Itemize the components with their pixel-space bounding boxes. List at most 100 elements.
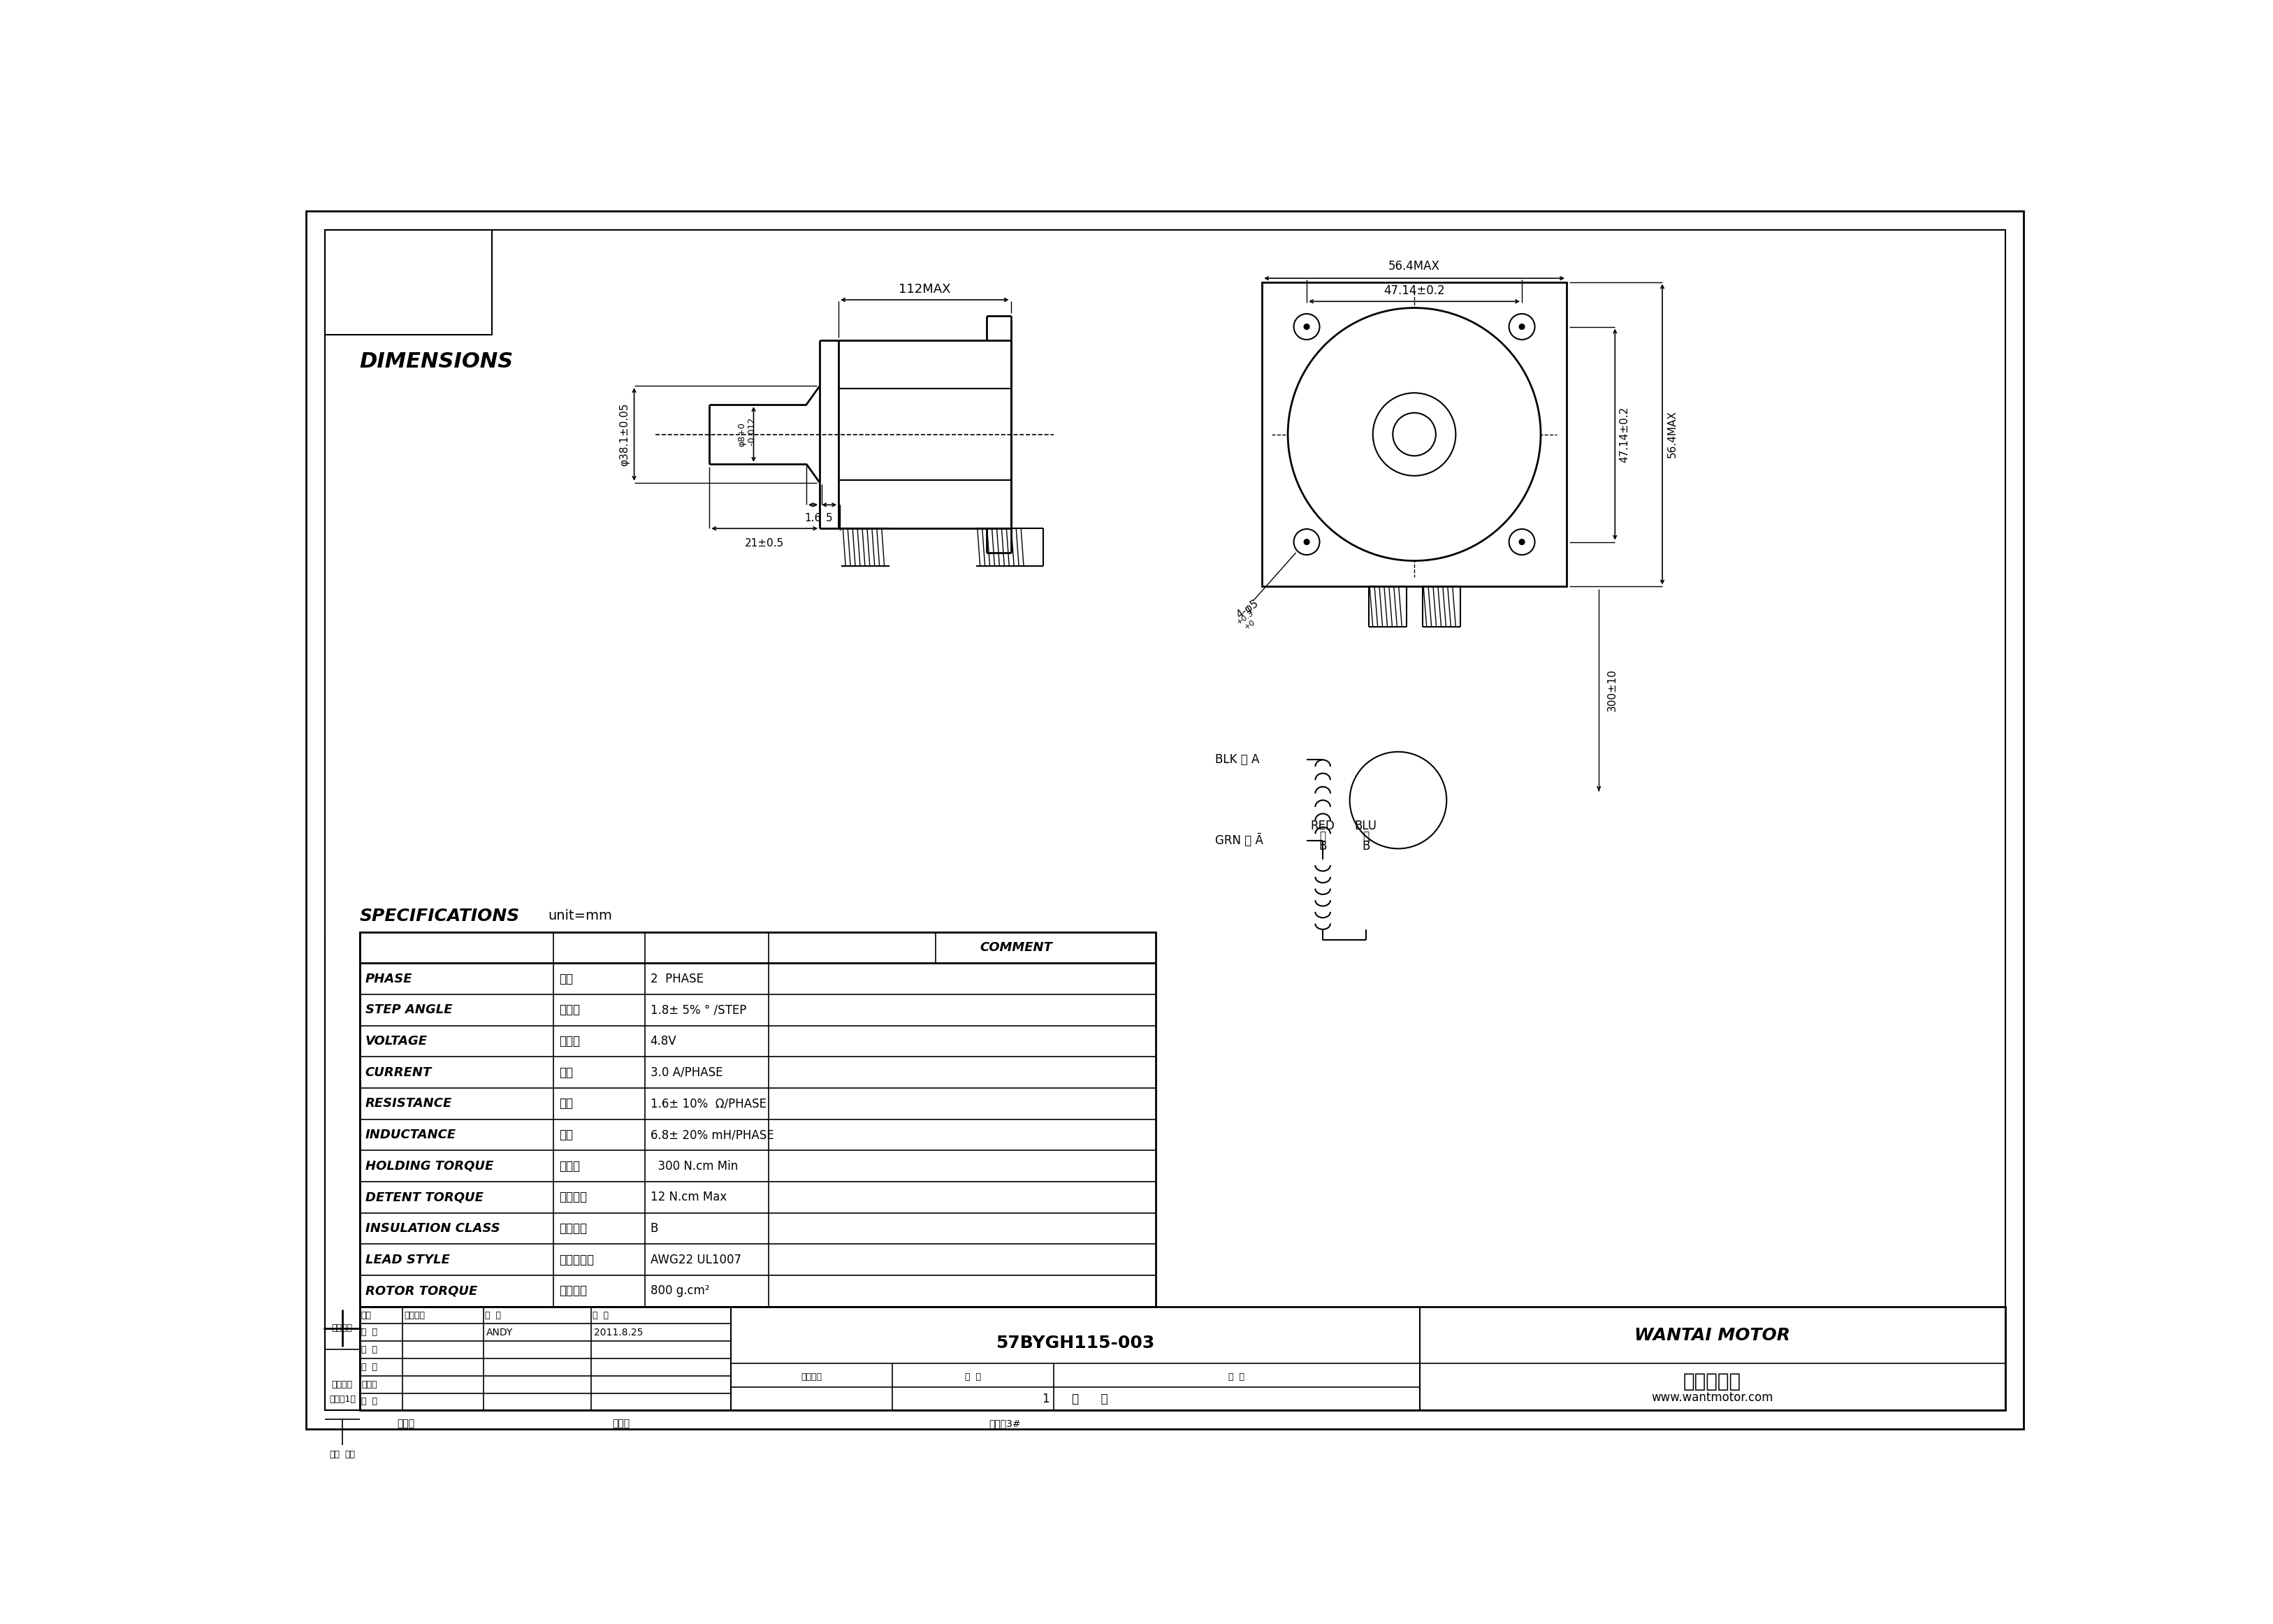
Text: φ38.1±0.05: φ38.1±0.05 <box>618 403 630 466</box>
Text: GRN 绻 Ā: GRN 绻 Ā <box>1216 833 1264 848</box>
Text: RED: RED <box>1312 820 1334 833</box>
Circle shape <box>1293 529 1321 555</box>
Bar <box>325 231 491 335</box>
Text: 3.0 A/PHASE: 3.0 A/PHASE <box>650 1067 723 1078</box>
Text: 电感: 电感 <box>559 1129 573 1142</box>
Text: 电阵: 电阵 <box>559 1098 573 1109</box>
Text: B̅: B̅ <box>1362 840 1371 853</box>
Text: INDUCTANCE: INDUCTANCE <box>366 1129 457 1142</box>
Text: ANDY: ANDY <box>486 1327 514 1338</box>
Text: 2  PHASE: 2 PHASE <box>650 973 702 986</box>
Text: B: B <box>650 1223 659 1234</box>
Text: 日期: 日期 <box>330 1450 339 1458</box>
Text: AWG22 UL1007: AWG22 UL1007 <box>650 1254 741 1267</box>
Text: ROTOR TORQUE: ROTOR TORQUE <box>366 1285 477 1298</box>
Text: 引出线规格: 引出线规格 <box>559 1254 593 1267</box>
Circle shape <box>1305 325 1309 330</box>
Text: DETENT TORQUE: DETENT TORQUE <box>366 1190 484 1203</box>
Circle shape <box>1509 313 1534 339</box>
Text: 静电压: 静电压 <box>559 1034 580 1047</box>
Circle shape <box>1293 313 1321 339</box>
Text: 签  名: 签 名 <box>484 1311 500 1320</box>
Text: INSULATION CLASS: INSULATION CLASS <box>366 1223 500 1234</box>
Text: 定位转矩: 定位转矩 <box>559 1190 586 1203</box>
Bar <box>1262 283 1566 586</box>
Circle shape <box>1350 752 1446 849</box>
Text: 1.8± 5% ° /STEP: 1.8± 5% ° /STEP <box>650 1004 746 1017</box>
Text: 300 N.cm Min: 300 N.cm Min <box>650 1160 739 1173</box>
Text: 旧底图号: 旧底图号 <box>332 1324 352 1333</box>
Text: PHASE: PHASE <box>366 973 411 986</box>
Text: 工  艺: 工 艺 <box>361 1363 377 1372</box>
Text: VOLTAGE: VOLTAGE <box>366 1034 427 1047</box>
Text: 格式（1）: 格式（1） <box>330 1395 355 1405</box>
Bar <box>359 932 1157 1307</box>
Text: 重  量: 重 量 <box>966 1372 982 1382</box>
Text: 12 N.cm Max: 12 N.cm Max <box>650 1190 727 1203</box>
Text: 日  期: 日 期 <box>593 1311 609 1320</box>
Text: 电流: 电流 <box>559 1067 573 1078</box>
Text: COMMENT: COMMENT <box>980 942 1052 953</box>
Text: 设  计: 设 计 <box>361 1328 377 1337</box>
Text: www.wantmotor.com: www.wantmotor.com <box>1652 1392 1773 1405</box>
Bar <box>359 1307 2005 1410</box>
Text: 标记: 标记 <box>361 1311 370 1320</box>
Text: 4.8V: 4.8V <box>650 1034 677 1047</box>
Text: WANTAI MOTOR: WANTAI MOTOR <box>1634 1327 1791 1345</box>
Text: 描图：: 描图： <box>614 1419 630 1429</box>
Text: 转动慩量: 转动慩量 <box>559 1285 586 1298</box>
Text: 47.14±0.2: 47.14±0.2 <box>1384 284 1446 297</box>
Text: 1.6: 1.6 <box>805 513 821 523</box>
Text: 112MAX: 112MAX <box>898 283 950 296</box>
Text: 底图总号: 底图总号 <box>332 1380 352 1389</box>
Text: B: B <box>1318 840 1327 853</box>
Text: HOLDING TORQUE: HOLDING TORQUE <box>366 1160 493 1173</box>
Text: 制图：: 制图： <box>398 1419 416 1429</box>
Circle shape <box>1518 539 1525 544</box>
Text: 57BYGH115-003: 57BYGH115-003 <box>996 1335 1155 1351</box>
Circle shape <box>1289 309 1541 560</box>
Text: 幅式：3#: 幅式：3# <box>989 1419 1021 1429</box>
Text: 签名: 签名 <box>345 1450 355 1458</box>
Text: 21±0.5: 21±0.5 <box>746 538 784 549</box>
Text: 审  核: 审 核 <box>361 1345 377 1354</box>
Text: 5: 5 <box>825 513 832 523</box>
Text: 6.8± 20% mH/PHASE: 6.8± 20% mH/PHASE <box>650 1129 773 1142</box>
Text: RESISTANCE: RESISTANCE <box>366 1098 452 1109</box>
Text: LEAD STYLE: LEAD STYLE <box>366 1254 450 1267</box>
Text: 300±10: 300±10 <box>1607 669 1618 711</box>
Text: 静转矩: 静转矩 <box>559 1160 580 1173</box>
Text: 绝缘等级: 绝缘等级 <box>559 1223 586 1234</box>
Text: 比  例: 比 例 <box>1230 1372 1246 1382</box>
Text: DIMENSIONS: DIMENSIONS <box>359 351 514 372</box>
Text: unit=mm: unit=mm <box>548 909 611 922</box>
Text: 800 g.cm²: 800 g.cm² <box>650 1285 709 1298</box>
Text: 56.4MAX: 56.4MAX <box>1389 260 1441 273</box>
Text: CURRENT: CURRENT <box>366 1067 432 1078</box>
Text: 红: 红 <box>1321 831 1325 841</box>
Text: 更改单号: 更改单号 <box>405 1311 425 1320</box>
Text: BLK 黑 A: BLK 黑 A <box>1216 754 1259 767</box>
Text: 56.4MAX: 56.4MAX <box>1666 411 1677 458</box>
Text: 步距角: 步距角 <box>559 1004 580 1017</box>
Text: 2011.8.25: 2011.8.25 <box>593 1327 643 1338</box>
Text: 1      共      张: 1 共 张 <box>1043 1392 1107 1405</box>
Text: 标准化: 标准化 <box>361 1380 377 1389</box>
Circle shape <box>1373 393 1455 476</box>
Circle shape <box>1509 529 1534 555</box>
Text: STEP ANGLE: STEP ANGLE <box>366 1004 452 1017</box>
Circle shape <box>1305 539 1309 544</box>
Text: 1.6± 10%  Ω/PHASE: 1.6± 10% Ω/PHASE <box>650 1098 766 1109</box>
Text: SPECIFICATIONS: SPECIFICATIONS <box>359 908 521 924</box>
Text: 蓝: 蓝 <box>1364 831 1368 841</box>
Text: 相数: 相数 <box>559 973 573 986</box>
Text: +0.3
+0: +0.3 +0 <box>1237 609 1259 633</box>
Text: 4-φ5: 4-φ5 <box>1234 598 1262 620</box>
Text: φ8+0
  -0.012: φ8+0 -0.012 <box>736 417 757 451</box>
Circle shape <box>1393 412 1437 456</box>
Text: 批  准: 批 准 <box>361 1397 377 1406</box>
Circle shape <box>1518 325 1525 330</box>
Text: 等级标记: 等级标记 <box>800 1372 823 1382</box>
Text: 技术规格书: 技术规格书 <box>1684 1372 1741 1392</box>
Text: 47.14±0.2: 47.14±0.2 <box>1618 406 1630 463</box>
